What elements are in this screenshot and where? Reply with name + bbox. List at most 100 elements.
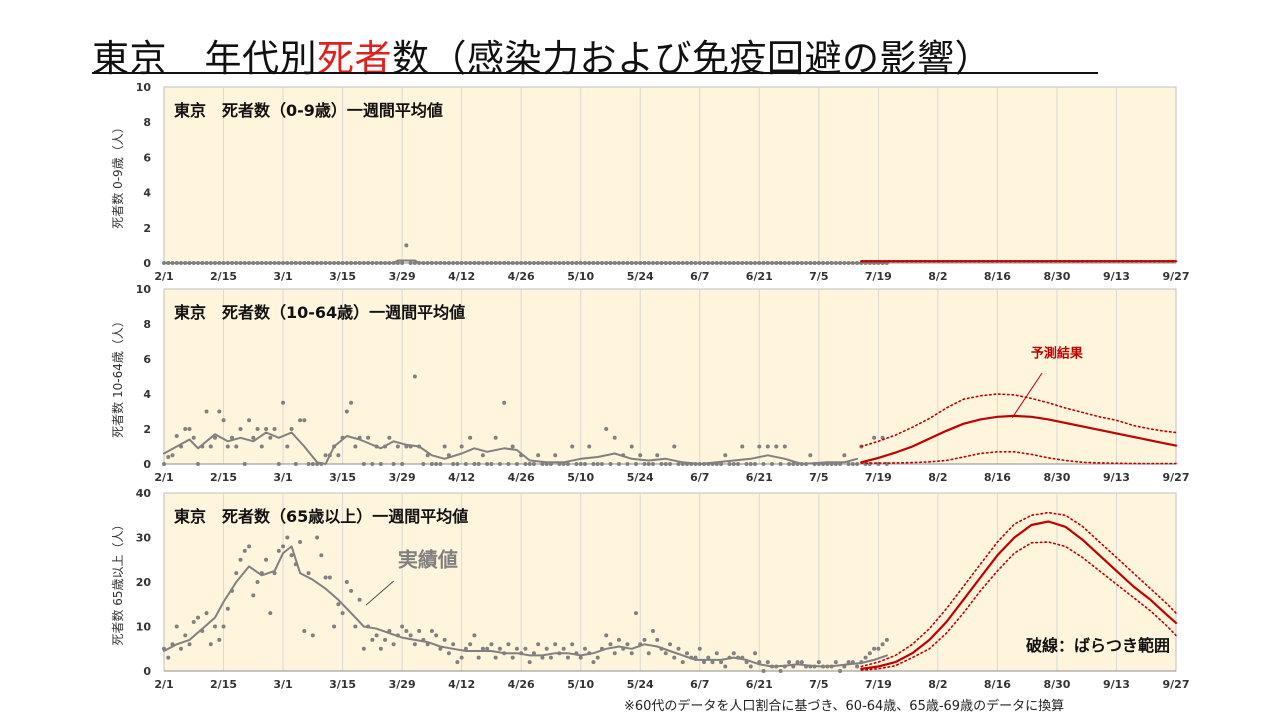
data-point [468, 642, 473, 647]
data-point [485, 462, 490, 466]
data-point [259, 444, 264, 449]
data-point [565, 655, 570, 660]
data-point [778, 669, 783, 673]
data-point [289, 553, 294, 558]
data-point [855, 462, 860, 466]
data-point [302, 418, 307, 423]
data-point [264, 427, 269, 431]
data-point [391, 462, 396, 466]
data-point [710, 660, 715, 665]
data-point [595, 462, 600, 466]
x-tick-label: 4/12 [448, 270, 475, 283]
data-point [429, 462, 434, 466]
data-point [221, 418, 226, 423]
y-tick-label: 10 [136, 621, 152, 634]
x-tick-label: 7/19 [865, 270, 892, 283]
data-point [183, 427, 188, 431]
x-tick-label: 7/5 [809, 270, 828, 283]
data-point [378, 462, 383, 466]
data-point [242, 548, 247, 553]
y-tick-label: 20 [136, 576, 152, 589]
data-point [302, 628, 307, 633]
data-point [587, 444, 592, 449]
data-point [787, 660, 792, 665]
x-tick-label: 8/30 [1043, 270, 1070, 283]
data-point [476, 655, 481, 660]
x-tick-label: 6/21 [746, 678, 773, 690]
series-forecast [860, 414, 1178, 464]
data-point [876, 646, 881, 651]
x-tick-label: 7/5 [809, 678, 828, 690]
data-point [770, 462, 775, 466]
x-tick-label: 3/29 [389, 471, 416, 484]
data-point [855, 664, 860, 669]
data-point [612, 435, 617, 440]
data-point [434, 633, 439, 638]
data-point [306, 571, 311, 576]
x-tick-label: 9/27 [1163, 471, 1190, 484]
data-point [370, 462, 375, 466]
data-point [731, 462, 736, 466]
data-point [489, 462, 494, 466]
data-point [225, 444, 230, 449]
data-point [510, 444, 515, 449]
data-point [451, 642, 456, 647]
x-tick-label: 3/29 [389, 270, 416, 283]
data-point [264, 557, 269, 562]
data-point [340, 611, 345, 616]
plot-area [163, 492, 1177, 672]
y-tick-label: 0 [143, 257, 151, 270]
x-tick-label: 8/2 [928, 270, 947, 283]
data-point [391, 642, 396, 647]
x-tick-label: 3/15 [329, 471, 356, 484]
data-point [493, 435, 498, 440]
data-point [553, 642, 558, 647]
charts-canvas: 2/1 2/15 3/1 3/15 3/29 4/12 4/26 5/10 5/24 6/7 6/2… [110, 81, 1190, 690]
data-point [459, 655, 464, 660]
series-forecast-lower [860, 450, 1177, 465]
data-point [872, 646, 877, 651]
data-point [451, 462, 456, 466]
y-tick-label: 40 [136, 487, 152, 500]
y-axis-title: 死者数 0-9歳（人） [110, 121, 125, 228]
data-point [459, 444, 464, 449]
data-point [697, 646, 702, 651]
data-point [196, 615, 201, 620]
y-tick-label: 10 [136, 81, 152, 94]
data-point [187, 642, 192, 647]
data-point [298, 418, 303, 423]
data-point [872, 435, 877, 440]
data-point [323, 575, 328, 580]
data-point [582, 462, 587, 466]
annotation-actual: 実績値 [398, 547, 458, 571]
x-tick-label: 8/30 [1043, 678, 1070, 690]
data-point [319, 553, 324, 558]
data-point [527, 462, 532, 466]
data-point [748, 462, 753, 466]
data-point [646, 462, 651, 466]
x-tick-label: 6/7 [690, 270, 709, 283]
y-tick-label: 8 [143, 318, 151, 331]
data-point [680, 660, 685, 665]
data-point [361, 462, 366, 466]
data-point [850, 462, 855, 466]
x-tick-label: 5/24 [627, 270, 654, 283]
data-point [655, 453, 660, 458]
data-point [276, 548, 281, 553]
data-point [706, 655, 711, 660]
data-point [476, 462, 481, 466]
data-point [242, 462, 247, 466]
data-point [310, 633, 315, 638]
data-point [536, 642, 541, 647]
data-point [434, 462, 439, 466]
data-point [506, 462, 511, 466]
footnote: ※60代のデータを人口割合に基づき、60-64歳、65歳-69歳のデータに換算 [624, 699, 1065, 714]
data-point [238, 557, 243, 562]
data-point [166, 455, 171, 459]
data-point [633, 462, 638, 466]
x-tick-label: 5/24 [627, 678, 654, 690]
data-point [323, 453, 328, 458]
data-point [174, 434, 179, 438]
x-tick-label: 9/13 [1103, 678, 1130, 690]
data-point [570, 642, 575, 647]
